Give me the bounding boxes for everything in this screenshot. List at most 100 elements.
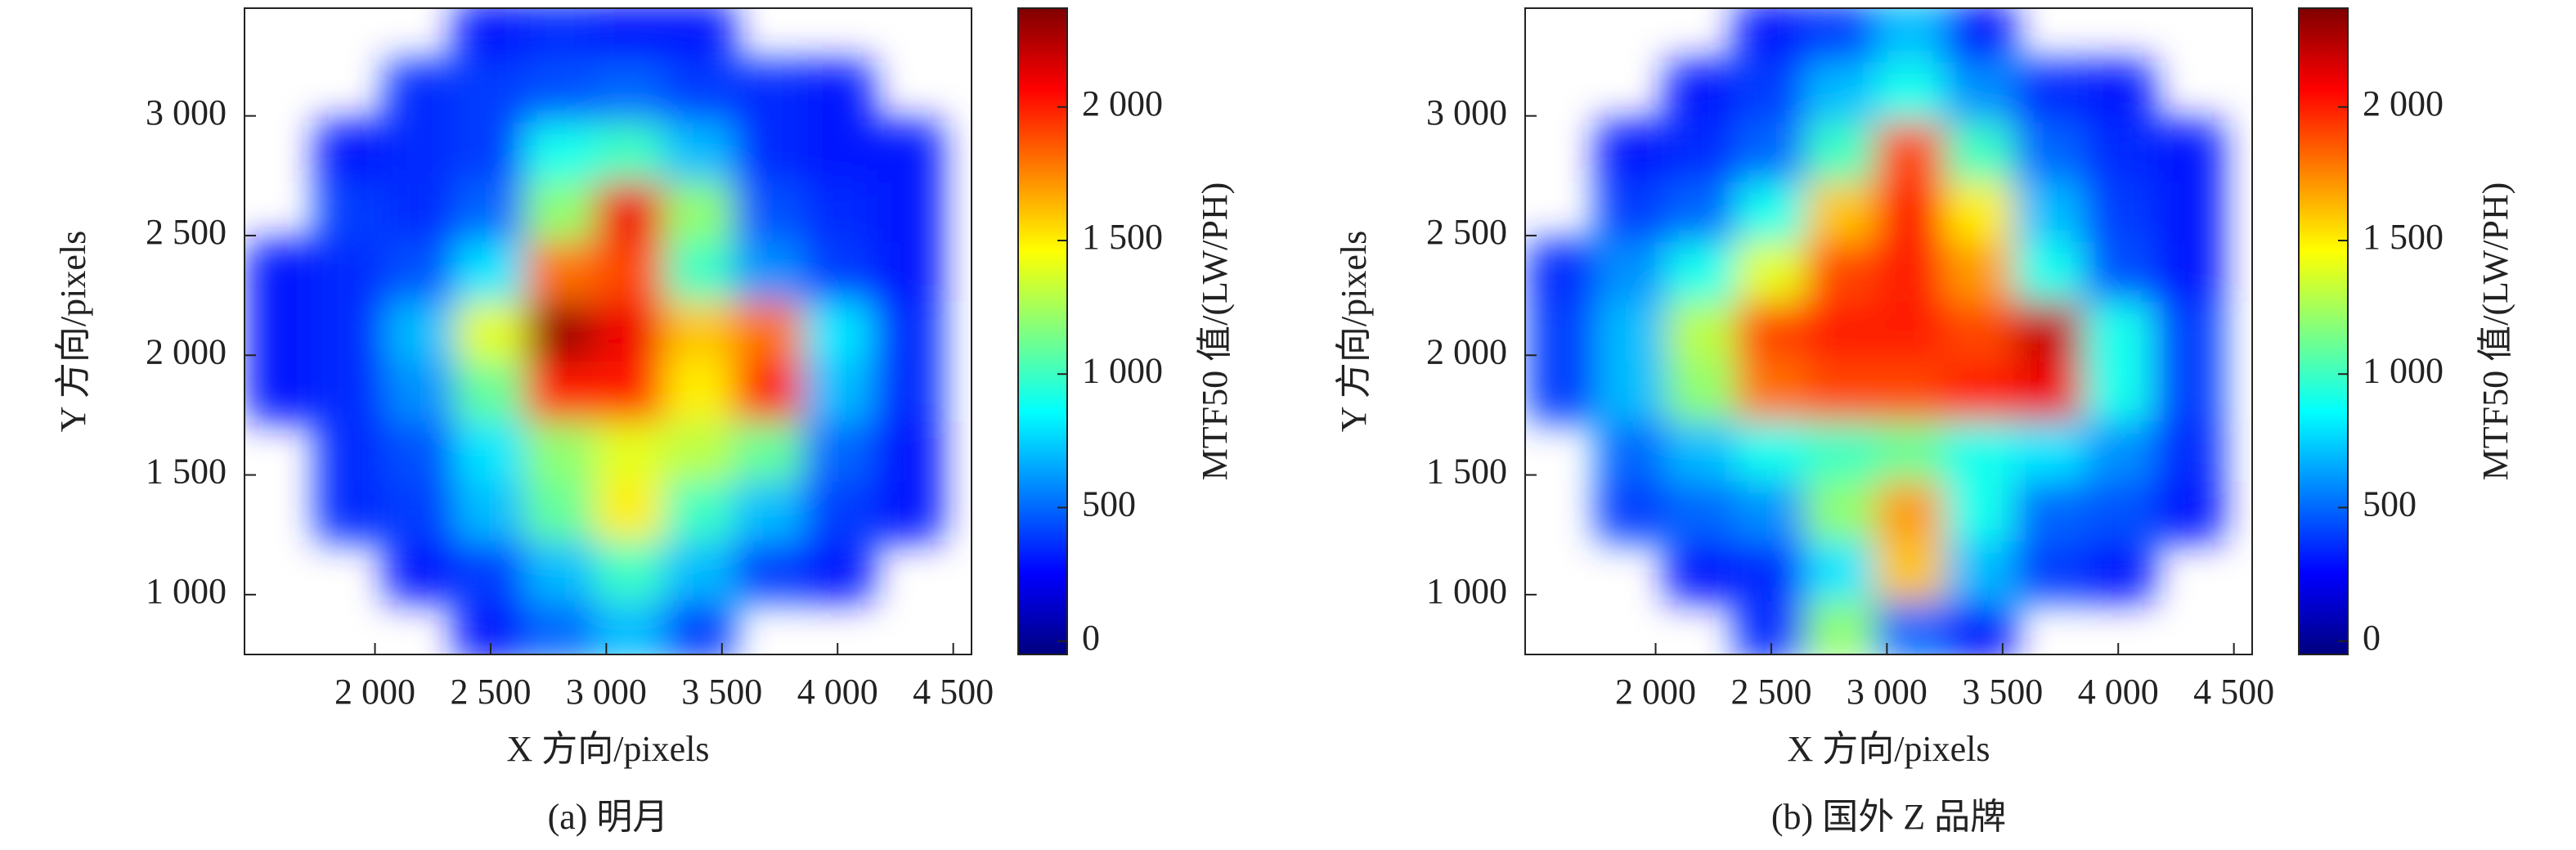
heatmap-cell (1805, 600, 1876, 654)
heatmap-cell (663, 421, 734, 482)
heatmap-cell (316, 121, 388, 182)
heatmap-cell (524, 8, 595, 63)
heatmap-cell (594, 8, 665, 63)
heatmap-cell (594, 421, 665, 482)
heatmap-cell (1944, 300, 2015, 362)
heatmap-cell (594, 181, 665, 242)
colorbar-label: MTF50 值/(LW/PH) (1195, 182, 1235, 481)
y-tick-label: 2 000 (146, 331, 227, 371)
heatmap-cell (1944, 181, 2015, 242)
heatmap-cell (1944, 61, 2015, 123)
heatmap-cell (1736, 181, 1806, 242)
heatmap-cell (1597, 421, 1668, 482)
colorbar-tick-label: 500 (2363, 484, 2417, 524)
heatmap-cell (802, 181, 873, 242)
heatmap-cell (872, 121, 943, 182)
heatmap-cell (1805, 421, 1876, 482)
heatmap-cell (1805, 361, 1876, 422)
colorbar (2298, 7, 2349, 655)
y-tick-label: 1 500 (146, 452, 227, 492)
heatmap-cell (802, 480, 873, 542)
heatmap-cell (663, 540, 734, 601)
heatmap-cell (2152, 300, 2224, 362)
heatmap-cell (1874, 540, 1945, 601)
caption: (a) 明月 (548, 797, 669, 837)
heatmap-cell (872, 421, 943, 482)
heatmap-cell (733, 540, 804, 601)
heatmap-cell (247, 300, 318, 362)
x-tick-label: 4 000 (797, 672, 878, 712)
heatmap-cell (1597, 361, 1668, 422)
heatmap-cell (663, 8, 734, 63)
heatmap-cell (1944, 361, 2015, 422)
heatmap-cell (1736, 480, 1806, 542)
heatmap-cell (316, 361, 388, 422)
heatmap-cell (802, 61, 873, 123)
heatmap-cell (1736, 300, 1806, 362)
heatmap-cell (872, 181, 943, 242)
heatmap-cell (1667, 181, 1738, 242)
heatmap-cell (524, 241, 595, 302)
heatmap-cell (1597, 181, 1668, 242)
y-tick-label: 2 000 (1426, 331, 1507, 371)
heatmap-cell (1667, 480, 1738, 542)
heatmap-cell (456, 61, 526, 123)
heatmap-cell (2152, 480, 2224, 542)
heatmap-cell (872, 361, 943, 422)
heatmap-cell (316, 181, 388, 242)
heatmap-cell (316, 300, 388, 362)
heatmap-cell (1736, 241, 1806, 302)
heatmap-cell (594, 540, 665, 601)
heatmap-cell (386, 241, 457, 302)
heatmap-cell (1874, 421, 1945, 482)
heatmap-cell (456, 421, 526, 482)
heatmap-cell (1944, 241, 2015, 302)
heatmap-cell (594, 241, 665, 302)
y-tick-label: 1 500 (1426, 452, 1507, 492)
heatmap-cell (2083, 421, 2154, 482)
colorbar-tick-label: 1 500 (2363, 217, 2444, 257)
heatmap-cell (2152, 181, 2224, 242)
heatmap-cell (802, 361, 873, 422)
heatmap-cell (386, 361, 457, 422)
heatmap-cell (1667, 361, 1738, 422)
heatmap-cell (1805, 300, 1876, 362)
colorbar-tick-label: 500 (1082, 484, 1136, 524)
heatmap-cell (386, 300, 457, 362)
heatmap-cell (1736, 421, 1806, 482)
plot-frame (1524, 7, 2253, 655)
heatmap-cell (733, 121, 804, 182)
y-tick-label: 3 000 (146, 92, 227, 133)
heatmap-cell (2013, 361, 2085, 422)
heatmap-cell (386, 540, 457, 601)
heatmap-cell (1874, 181, 1945, 242)
heatmap-cell (1805, 540, 1876, 601)
heatmap-cell (733, 361, 804, 422)
y-tick-label: 1 000 (146, 571, 227, 611)
x-tick-label: 2 500 (450, 672, 531, 712)
heatmap-cell (663, 600, 734, 654)
heatmap-cell (1736, 540, 1806, 601)
x-tick-label: 3 500 (681, 672, 762, 712)
heatmap-cell (456, 361, 526, 422)
heatmap-cell (1944, 600, 2015, 654)
heatmap-cell (1944, 540, 2015, 601)
heatmap-cell (524, 480, 595, 542)
heatmap-cell (733, 421, 804, 482)
heatmap-cell (2152, 241, 2224, 302)
heatmap-cell (1528, 361, 1599, 422)
x-tick-label: 4 500 (913, 672, 994, 712)
heatmap-cell (2013, 421, 2085, 482)
heatmap-cell (316, 421, 388, 482)
x-tick-label: 3 500 (1962, 672, 2043, 712)
heatmap-cell (872, 300, 943, 362)
heatmap-cell (1736, 121, 1806, 182)
heatmap-cell (1874, 480, 1945, 542)
heatmap-cell (1805, 8, 1876, 63)
heatmap-cell (1805, 241, 1876, 302)
heatmap-cell (1667, 300, 1738, 362)
heatmap-cell (2083, 61, 2154, 123)
x-tick-label: 3 000 (1847, 672, 1928, 712)
x-tick-label: 3 000 (566, 672, 647, 712)
heatmap-cell (1597, 480, 1668, 542)
